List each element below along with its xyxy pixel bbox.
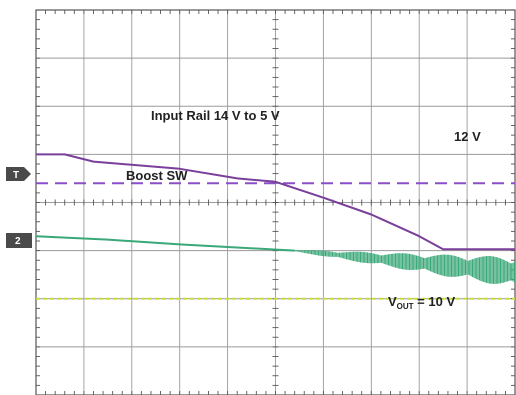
boost-sw-trace [35, 235, 295, 252]
reference-lines [36, 182, 515, 300]
boost-sw-ripple [294, 250, 516, 284]
vout-label: VOUT = 10 V [388, 294, 455, 311]
input-rail-trace [36, 153, 515, 251]
traces [35, 153, 516, 284]
trigger-marker-label: T [13, 170, 19, 181]
vout-value: = 10 V [414, 294, 456, 309]
input-rail-label: Input Rail 14 V to 5 V [151, 108, 280, 123]
channel-2-marker: 2 [6, 233, 32, 248]
vout-main: V [388, 294, 397, 309]
trigger-marker: T [6, 167, 31, 181]
twelve-v-label: 12 V [454, 129, 481, 144]
boost-sw-label: Boost SW [126, 168, 188, 183]
grid [35, 9, 516, 395]
channel-2-marker-label: 2 [15, 236, 21, 247]
vout-subscript: OUT [397, 302, 414, 311]
